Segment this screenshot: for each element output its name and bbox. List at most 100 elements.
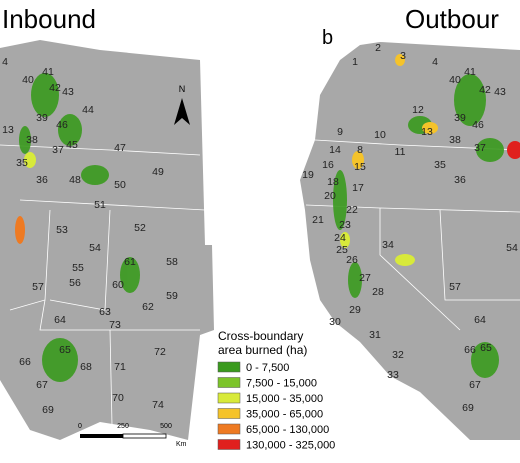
state-line: [0, 144, 201, 156]
region-label: 42: [49, 82, 61, 94]
scale-bar: [80, 434, 123, 438]
region-label: 19: [302, 169, 314, 181]
region-label: 66: [464, 344, 476, 356]
region-label: 55: [72, 262, 84, 274]
scale-bar: [122, 433, 167, 439]
region-label: 17: [352, 182, 364, 194]
region-label: 41: [42, 66, 54, 78]
region-label: 29: [349, 304, 361, 316]
region-label: 2: [375, 42, 381, 54]
legend-swatch: [217, 408, 241, 419]
region-label: 46: [56, 119, 68, 131]
region-label: 36: [454, 174, 466, 186]
region-label: 51: [94, 199, 106, 211]
region-label: 20: [324, 190, 336, 202]
region-label: 69: [462, 402, 474, 414]
region-label: 36: [36, 174, 48, 186]
region-label: 73: [109, 319, 121, 331]
region-label: 18: [327, 176, 339, 188]
region-label: 43: [494, 86, 506, 98]
region-label: 54: [89, 242, 101, 254]
region-label: 64: [54, 314, 66, 326]
legend-label: 15,000 - 35,000: [246, 393, 323, 405]
legend-swatch: [217, 439, 241, 450]
legend-swatch: [217, 392, 241, 404]
region-label: 9: [337, 126, 343, 138]
state-line: [109, 329, 113, 426]
region-label: 23: [339, 219, 351, 231]
patches: [19, 73, 504, 382]
region-label: 46: [472, 119, 484, 131]
region-label: 24: [334, 232, 346, 244]
region-label: 37: [52, 144, 64, 156]
region-label: 66: [19, 356, 31, 368]
region-label: 11: [395, 146, 406, 158]
region-label: 43: [62, 86, 74, 98]
region-label: 48: [69, 174, 81, 186]
region-label: 14: [329, 144, 341, 156]
region-label: 35: [434, 159, 446, 171]
scale-label: 500: [160, 423, 172, 430]
land: [300, 42, 520, 440]
region-label: 10: [374, 129, 386, 141]
region-label: 8: [357, 144, 363, 156]
state-line: [19, 199, 206, 211]
region-label: 39: [36, 112, 48, 124]
region-label: 44: [82, 104, 94, 116]
region-label: 21: [312, 214, 324, 226]
region-label: 1: [352, 56, 358, 68]
region-label: 61: [124, 256, 136, 268]
region-label: 28: [372, 286, 384, 298]
region-label: 69: [42, 404, 54, 416]
legend-label: 130,000 - 325,000: [246, 440, 335, 452]
region-label: 22: [346, 204, 358, 216]
region-label: 62: [142, 301, 154, 313]
scale-unit: Km: [176, 441, 187, 448]
state-line: [379, 208, 461, 331]
region-label: 41: [464, 66, 476, 78]
north-arrow: [174, 98, 190, 125]
legend-swatch: [217, 361, 241, 373]
region-label: 40: [449, 74, 461, 86]
region-label: 39: [454, 112, 466, 124]
patches: [15, 54, 520, 266]
region-label: 47: [114, 142, 126, 154]
legend-label: 35,000 - 65,000: [246, 409, 323, 421]
region-label: 37: [474, 142, 486, 154]
region-label: 4: [432, 56, 438, 68]
region-label: 4: [2, 56, 8, 68]
region-label: 56: [69, 277, 81, 289]
region-label: 54: [506, 242, 518, 254]
legend-title: area burned (ha): [218, 343, 307, 357]
region-label: 27: [359, 272, 371, 284]
legend-swatch: [217, 423, 241, 435]
region-label: 53: [56, 224, 68, 236]
region-label: 12: [412, 104, 424, 116]
region-label: 35: [16, 157, 28, 169]
north-label: N: [179, 84, 186, 94]
region-label: 34: [382, 239, 394, 251]
region-label: 49: [152, 166, 164, 178]
region-label: 65: [59, 344, 71, 356]
legend-label: 65,000 - 130,000: [246, 424, 329, 436]
scale-label: 0: [78, 423, 82, 430]
region-label: 13: [2, 124, 14, 136]
legend-title: Cross-boundary: [218, 329, 303, 343]
region-label: 16: [322, 159, 334, 171]
panel-title: Outbour: [405, 4, 499, 34]
region-label: 59: [166, 290, 178, 302]
region-label: 64: [474, 314, 486, 326]
region-label: 74: [152, 399, 164, 411]
region-label: 67: [469, 379, 481, 391]
region-label: 42: [479, 84, 491, 96]
region-label: 50: [114, 179, 126, 191]
region-label: 25: [336, 244, 348, 256]
region-label: 72: [154, 346, 166, 358]
region-label: 38: [26, 134, 38, 146]
region-label: 31: [369, 329, 381, 341]
region-label: 68: [80, 361, 92, 373]
legend-label: 7,500 - 15,000: [246, 378, 317, 390]
region-label: 67: [36, 379, 48, 391]
panel-title: Inbound: [2, 4, 96, 34]
